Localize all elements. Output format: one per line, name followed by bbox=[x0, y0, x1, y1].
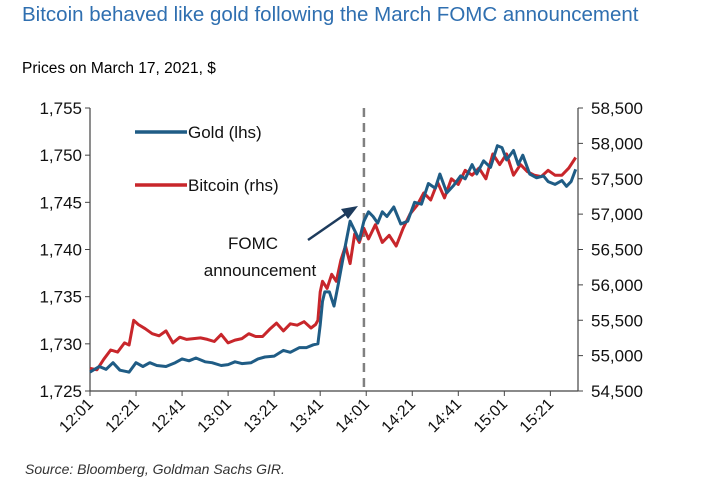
x-tick-label: 14:21 bbox=[379, 396, 419, 436]
left-tick-label: 1,730 bbox=[39, 335, 82, 354]
x-tick-label: 14:41 bbox=[425, 396, 465, 436]
right-tick-label: 58,000 bbox=[591, 134, 643, 153]
x-tick-label: 12:41 bbox=[149, 396, 189, 436]
left-tick-label: 1,750 bbox=[39, 146, 82, 165]
x-tick-label: 13:21 bbox=[241, 396, 281, 436]
right-tick-label: 54,500 bbox=[591, 382, 643, 401]
x-tick-label: 14:01 bbox=[333, 396, 373, 436]
x-tick-label: 13:01 bbox=[195, 396, 235, 436]
left-tick-label: 1,755 bbox=[39, 99, 82, 118]
annotation-arrow-head bbox=[341, 206, 358, 219]
left-tick-label: 1,735 bbox=[39, 288, 82, 307]
x-tick-label: 12:21 bbox=[103, 396, 143, 436]
right-tick-label: 57,500 bbox=[591, 170, 643, 189]
x-tick-label: 15:21 bbox=[517, 396, 557, 436]
chart-title: Bitcoin behaved like gold following the … bbox=[22, 3, 639, 26]
right-tick-label: 56,000 bbox=[591, 276, 643, 295]
left-tick-label: 1,745 bbox=[39, 193, 82, 212]
x-tick-label: 13:41 bbox=[287, 396, 327, 436]
gold-series-line bbox=[89, 144, 578, 374]
chart-subtitle: Prices on March 17, 2021, $ bbox=[22, 60, 216, 77]
right-tick-label: 56,500 bbox=[591, 241, 643, 260]
annotation-arrow-shaft bbox=[307, 211, 348, 242]
right-tick-label: 55,500 bbox=[591, 311, 643, 330]
x-tick-label: 15:01 bbox=[471, 396, 511, 436]
legend-bitcoin-label: Bitcoin (rhs) bbox=[188, 176, 279, 195]
x-tick-label: 12:01 bbox=[56, 396, 96, 436]
legend-gold-label: Gold (lhs) bbox=[188, 123, 262, 142]
left-tick-label: 1,725 bbox=[39, 382, 82, 401]
left-tick-label: 1,740 bbox=[39, 241, 82, 260]
bitcoin-series-line bbox=[89, 152, 577, 372]
source-note: Source: Bloomberg, Goldman Sachs GIR. bbox=[25, 461, 285, 477]
right-tick-label: 57,000 bbox=[591, 205, 643, 224]
annotation-fomc: FOMC bbox=[228, 234, 278, 253]
right-tick-label: 58,500 bbox=[591, 99, 643, 118]
right-tick-label: 55,000 bbox=[591, 347, 643, 366]
annotation-announcement: announcement bbox=[204, 261, 317, 280]
